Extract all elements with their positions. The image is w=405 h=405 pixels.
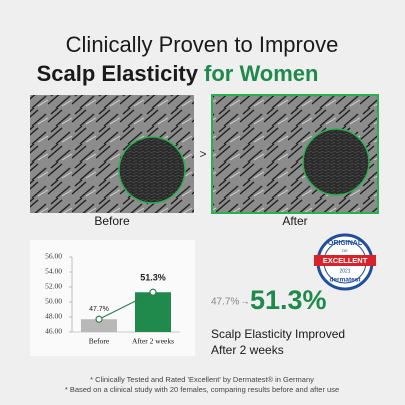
- point: [149, 288, 157, 296]
- result-arrow: →: [240, 297, 250, 308]
- badge-top: ORIGINAL: [328, 240, 363, 247]
- point: [95, 315, 103, 323]
- value-label: 51.3%: [140, 273, 166, 283]
- y-tick-label: 52.00: [45, 282, 62, 291]
- separator: >: [199, 147, 206, 161]
- result-after: 51.3%: [250, 285, 327, 315]
- footnote: * Based on a clinical study with 20 fema…: [65, 385, 339, 394]
- badge-brand: dermatest: [329, 277, 361, 284]
- caption-line1: Scalp Elasticity Improved: [211, 327, 345, 341]
- y-tick-label: 46.00: [45, 327, 62, 336]
- after-zoom: [302, 128, 370, 196]
- after-label: After: [282, 214, 307, 228]
- bar: [81, 319, 117, 332]
- y-tick-label: 56.00: [45, 252, 62, 261]
- y-tick-label: 54.00: [45, 267, 62, 276]
- x-tick-label: Before: [89, 337, 110, 346]
- before-zoom: [118, 136, 186, 204]
- caption-line2: After 2 weeks: [211, 343, 284, 357]
- trend-line: [98, 291, 154, 320]
- chart: 46.00 48.00 50.00 52.00 54.00 56.00 Before 47.7…: [45, 252, 180, 346]
- badge-small: DE: [342, 248, 348, 253]
- result-before: 47.7%: [211, 297, 239, 308]
- x-tick-label: After 2 weeks: [132, 337, 174, 346]
- badge-year: 2021: [339, 268, 350, 274]
- y-tick-label: 48.00: [45, 312, 62, 321]
- footnote: * Clinically Tested and Rated 'Excellent…: [90, 375, 314, 384]
- badge-main: EXCELLENT: [323, 256, 368, 265]
- title-accent: for Women: [204, 61, 318, 86]
- y-tick-label: 50.00: [45, 297, 62, 306]
- title-line1: Clinically Proven to Improve: [66, 32, 339, 57]
- title-main: Scalp Elasticity: [37, 61, 199, 86]
- badge: ORIGINAL DE EXCELLENT 2021 dermatest: [314, 233, 376, 291]
- value-label: 47.7%: [89, 306, 109, 313]
- before-label: Before: [94, 214, 130, 228]
